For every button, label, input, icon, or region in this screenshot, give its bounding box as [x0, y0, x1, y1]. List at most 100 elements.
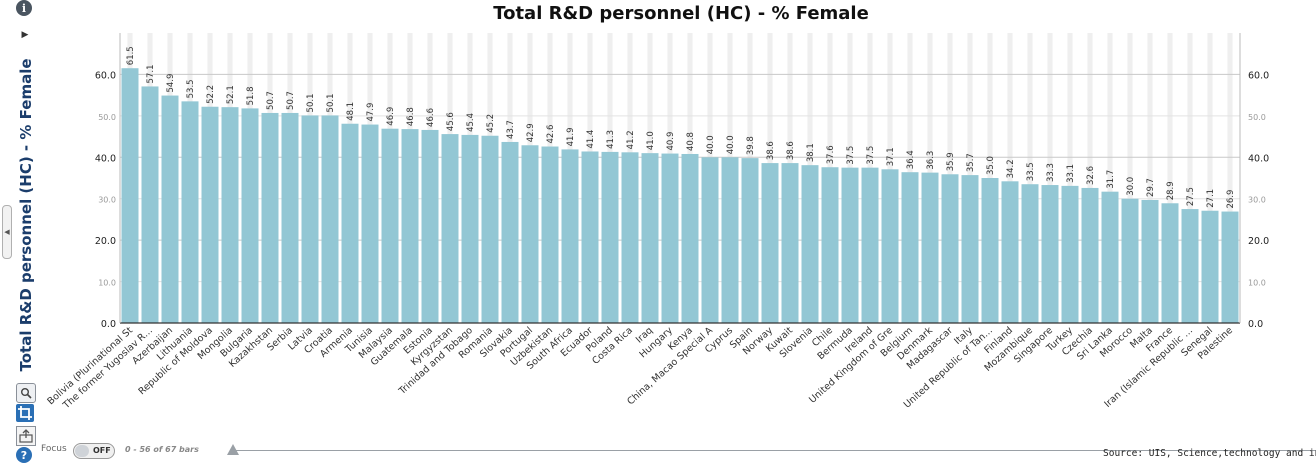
y-tick-label-left: 50.0 — [98, 113, 116, 122]
bar-value-label: 40.0 — [726, 135, 736, 154]
bar[interactable] — [1021, 184, 1039, 323]
source-note: Source: UIS, Science,technology and inno — [1103, 448, 1316, 459]
bar[interactable] — [381, 128, 399, 323]
bar[interactable] — [721, 157, 739, 323]
search-icon[interactable] — [16, 383, 36, 403]
bar-value-label: 35.9 — [946, 152, 956, 171]
bars-range-label: 0 - 56 of 67 bars — [125, 445, 199, 454]
range-slider-track[interactable] — [232, 450, 1316, 451]
bar[interactable] — [1001, 181, 1019, 323]
bar-value-label: 37.5 — [846, 146, 856, 165]
bar[interactable] — [961, 175, 979, 323]
bar[interactable] — [501, 141, 519, 323]
bar[interactable] — [861, 167, 879, 323]
bar[interactable] — [1121, 198, 1139, 323]
bar[interactable] — [841, 167, 859, 323]
background-stripe — [1027, 33, 1033, 323]
bar[interactable] — [581, 151, 599, 323]
y-tick-label-left: 0.0 — [101, 319, 116, 330]
bar[interactable] — [221, 107, 239, 324]
bar[interactable] — [881, 169, 899, 323]
background-stripe — [1007, 33, 1013, 323]
bar[interactable] — [541, 146, 559, 323]
bar[interactable] — [921, 172, 939, 323]
bar[interactable] — [321, 115, 339, 323]
bar-value-label: 45.6 — [446, 112, 456, 131]
bar[interactable] — [741, 158, 759, 323]
bar[interactable] — [1201, 210, 1219, 323]
bar[interactable] — [641, 153, 659, 323]
bar-value-label: 41.9 — [566, 127, 576, 146]
bar[interactable] — [601, 151, 619, 323]
bar[interactable] — [1181, 209, 1199, 323]
bar[interactable] — [401, 129, 419, 323]
bar-value-label: 51.8 — [246, 86, 256, 105]
bar-value-label: 35.0 — [986, 156, 996, 175]
crop-glyph — [18, 406, 32, 420]
bar-value-label: 27.1 — [1206, 189, 1216, 208]
focus-toggle[interactable]: OFF — [73, 443, 115, 459]
bar[interactable] — [201, 106, 219, 323]
bar[interactable] — [1221, 211, 1239, 323]
bar[interactable] — [461, 134, 479, 323]
bar[interactable] — [141, 86, 159, 323]
bar[interactable] — [1061, 185, 1079, 323]
bar[interactable] — [801, 165, 819, 323]
bar-value-label: 41.2 — [626, 130, 636, 149]
info-icon[interactable]: i — [16, 0, 32, 16]
x-tick-label: The former Yugoslav R… — [60, 325, 155, 412]
bar[interactable] — [901, 172, 919, 323]
bar-value-label: 50.7 — [286, 91, 296, 110]
bar[interactable] — [981, 178, 999, 323]
bar[interactable] — [421, 129, 439, 323]
focus-toggle-state: OFF — [93, 446, 111, 455]
bar-value-label: 40.0 — [706, 135, 716, 154]
bar[interactable] — [1141, 199, 1159, 323]
bar[interactable] — [681, 153, 699, 323]
y-tick-label-left: 40.0 — [95, 153, 116, 164]
x-tick-label: Bolivia (Plurinational St — [45, 325, 135, 407]
range-slider-handle[interactable] — [227, 444, 239, 455]
bar-value-label: 41.4 — [586, 130, 596, 149]
bar[interactable] — [181, 101, 199, 323]
bar[interactable] — [701, 157, 719, 323]
help-icon[interactable]: ? — [16, 447, 32, 463]
crop-icon[interactable] — [16, 404, 34, 422]
bar[interactable] — [821, 167, 839, 323]
bar[interactable] — [441, 134, 459, 323]
bar[interactable] — [561, 149, 579, 323]
bar[interactable] — [161, 95, 179, 323]
bar[interactable] — [241, 108, 259, 324]
bar[interactable] — [661, 153, 679, 323]
y-tick-label-right: 0.0 — [1248, 319, 1263, 330]
bar[interactable] — [521, 145, 539, 323]
export-icon[interactable] — [16, 426, 36, 446]
collapse-panel-handle[interactable]: ◀ — [2, 205, 12, 259]
background-stripe — [1167, 33, 1173, 323]
background-stripe — [1147, 33, 1153, 323]
expand-arrow-icon[interactable]: ▶ — [21, 30, 29, 40]
bar[interactable] — [281, 112, 299, 323]
bar[interactable] — [1101, 191, 1119, 323]
bar-value-label: 53.5 — [186, 79, 196, 98]
bar[interactable] — [781, 163, 799, 323]
bar[interactable] — [301, 115, 319, 323]
bar[interactable] — [341, 123, 359, 323]
bar-value-label: 42.9 — [526, 123, 536, 142]
bar[interactable] — [1081, 187, 1099, 323]
bar[interactable] — [481, 135, 499, 323]
bar[interactable] — [1041, 185, 1059, 323]
bar-value-label: 46.6 — [426, 108, 436, 127]
bar[interactable] — [121, 68, 139, 323]
bar-value-label: 29.7 — [1146, 178, 1156, 197]
bar[interactable] — [621, 152, 639, 323]
bar[interactable] — [761, 163, 779, 323]
bar[interactable] — [261, 112, 279, 323]
bar-value-label: 37.1 — [886, 147, 896, 166]
bar[interactable] — [361, 124, 379, 323]
bar-value-label: 34.2 — [1006, 159, 1016, 178]
bar-value-label: 61.5 — [126, 46, 136, 65]
export-glyph — [19, 429, 33, 443]
bar[interactable] — [941, 174, 959, 323]
bar[interactable] — [1161, 203, 1179, 323]
